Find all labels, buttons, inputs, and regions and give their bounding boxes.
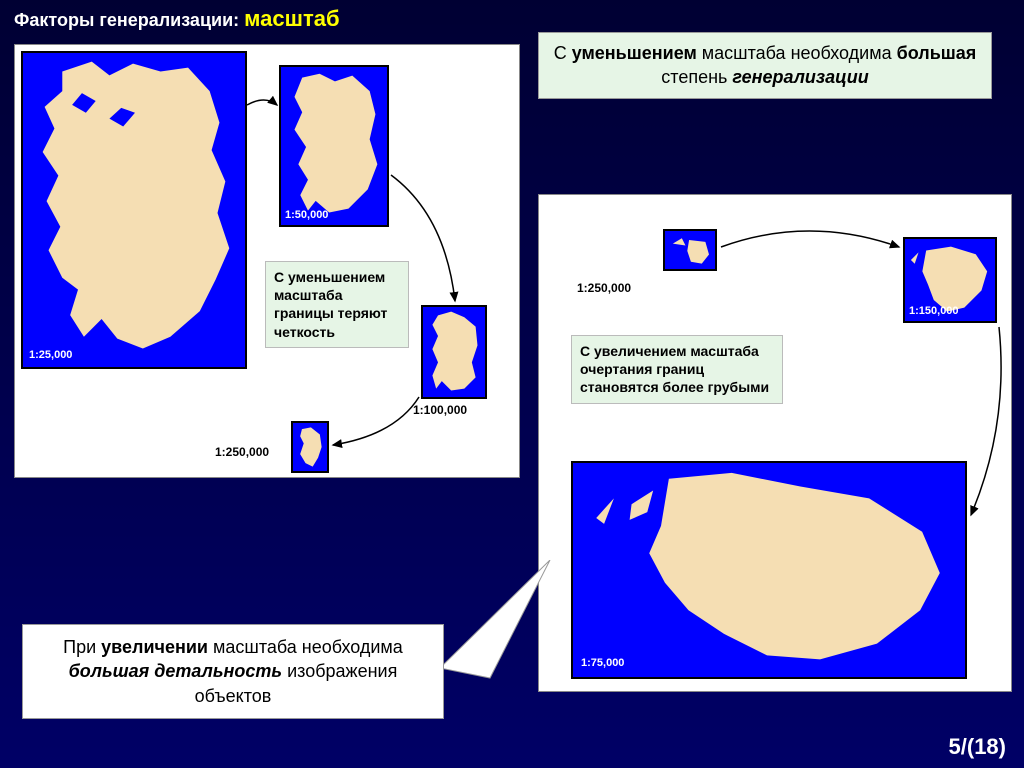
- island-shape-icon: [573, 463, 965, 677]
- page-number: 5/(18): [949, 734, 1006, 760]
- island-shape-icon: [423, 307, 485, 397]
- map-1-50000: 1:50,000: [279, 65, 389, 227]
- island-shape-icon: [293, 423, 327, 471]
- scale-label: 1:150,000: [909, 305, 959, 317]
- map-1-25000: 1:25,000: [21, 51, 247, 369]
- island-shape-icon: [665, 231, 715, 269]
- map-1-100000: [421, 305, 487, 399]
- scale-label: 1:25,000: [29, 349, 72, 361]
- scale-label: 1:250,000: [215, 445, 269, 459]
- scale-label: 1:75,000: [581, 657, 624, 669]
- slide-title: Факторы генерализации: масштаб: [14, 6, 340, 32]
- right-inner-note: С увеличением масштаба очертания границ …: [571, 335, 783, 404]
- map-r3-75000: 1:75,000: [571, 461, 967, 679]
- island-shape-icon: [281, 67, 387, 225]
- map-r1: [663, 229, 717, 271]
- scale-label: 1:50,000: [285, 209, 328, 221]
- map-1-250000: [291, 421, 329, 473]
- scale-label: 1:100,000: [413, 403, 467, 417]
- title-highlight: масштаб: [244, 6, 339, 31]
- left-inner-note: С уменьшением масштаба границы теряют че…: [265, 261, 409, 348]
- map-r2-150000: 1:150,000: [903, 237, 997, 323]
- left-panel: 1:25,000 1:50,000 1:100,000 1:250,000 С …: [14, 44, 520, 478]
- top-callout: С уменьшением масштаба необходима больша…: [538, 32, 992, 99]
- scale-label: 1:250,000: [577, 281, 631, 295]
- bottom-callout: При увеличении масштаба необходима больш…: [22, 624, 444, 719]
- right-panel: 1:250,000 1:150,000 1:75,000 С увеличени…: [538, 194, 1012, 692]
- title-prefix: Факторы генерализации:: [14, 10, 239, 30]
- island-shape-icon: [23, 53, 245, 367]
